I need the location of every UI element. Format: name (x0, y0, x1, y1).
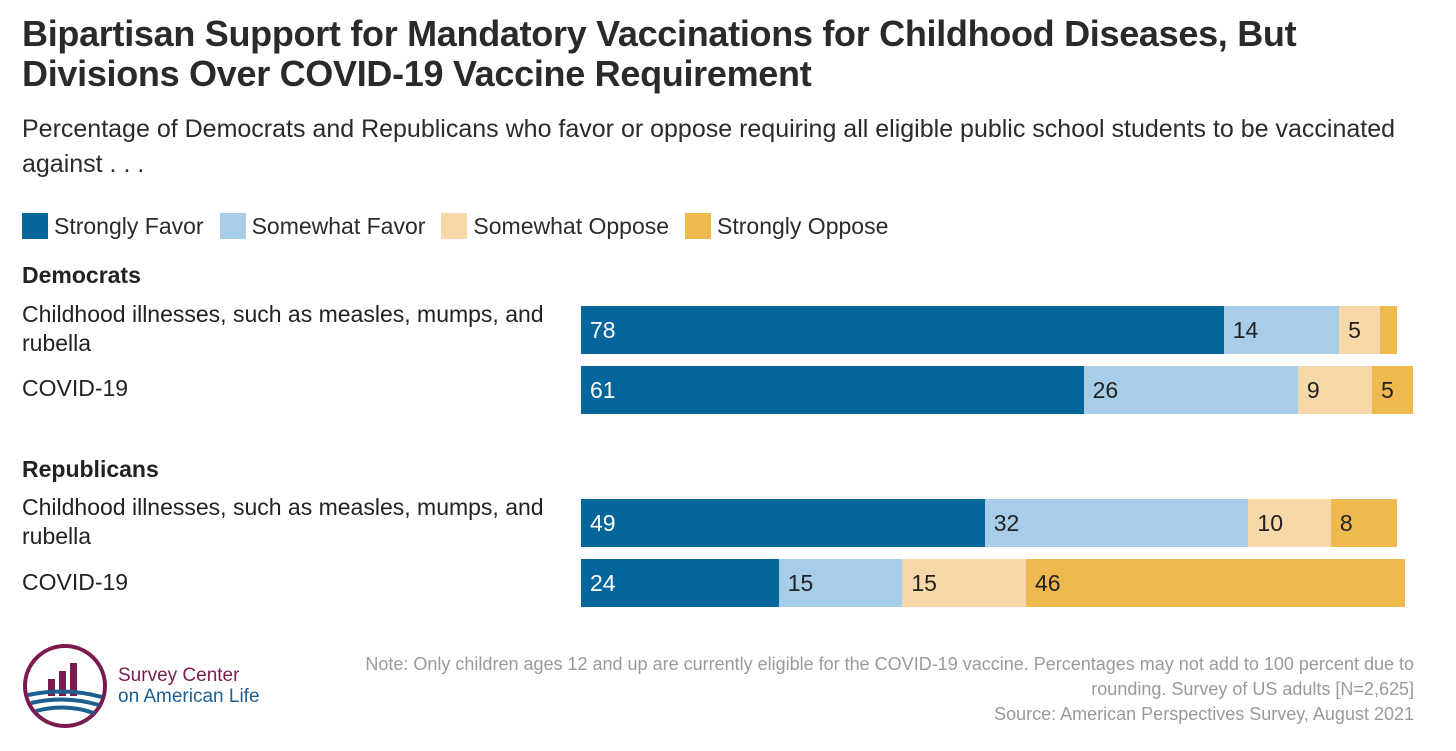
legend: Strongly Favor Somewhat Favor Somewhat O… (22, 210, 904, 242)
bar-row-democrats-childhood: 78 14 5 (581, 306, 1397, 354)
row-label: COVID-19 (22, 569, 129, 595)
row-label: Childhood illnesses, such as measles, mu… (22, 494, 544, 549)
bar-segment-strongly-oppose: 5 (1372, 366, 1414, 414)
legend-label: Somewhat Oppose (473, 212, 670, 239)
bar-segment-somewhat-favor: 14 (1223, 306, 1340, 354)
legend-swatch-strongly-favor (22, 213, 48, 239)
legend-swatch-strongly-oppose (685, 213, 712, 239)
bar-segment-strongly-favor: 61 (581, 366, 1084, 414)
bar-segment-somewhat-oppose: 15 (902, 559, 1026, 607)
logo-mark-icon (23, 644, 107, 728)
bar-row-republicans-childhood: 49 32 10 8 (581, 499, 1397, 547)
bar-row-democrats-covid: 61 26 9 5 (581, 366, 1414, 414)
footnote: Note: Only children ages 12 and up are c… (294, 652, 1414, 727)
row-label: Childhood illnesses, such as measles, mu… (22, 301, 544, 356)
chart-title: Bipartisan Support for Mandatory Vaccina… (22, 13, 1297, 94)
chart-subtitle: Percentage of Democrats and Republicans … (22, 115, 1396, 178)
bar-segment-somewhat-oppose: 5 (1339, 306, 1381, 354)
bar-segment-somewhat-favor: 32 (984, 499, 1249, 547)
bar-segment-strongly-favor: 49 (581, 499, 985, 547)
legend-item-somewhat-favor: Somewhat Favor (219, 212, 426, 240)
footnote-line: rounding. Survey of US adults [N=2,625] (1091, 679, 1414, 699)
bar-segment-somewhat-favor: 26 (1083, 366, 1298, 414)
bar-segment-strongly-favor: 24 (581, 559, 779, 607)
legend-swatch-somewhat-favor (219, 213, 246, 239)
logo-text-line2: on American Life (118, 686, 260, 707)
bar-segment-strongly-oppose (1380, 306, 1397, 354)
legend-item-strongly-favor: Strongly Favor (22, 213, 204, 240)
bar-segment-strongly-oppose: 8 (1330, 499, 1397, 547)
bar-segment-somewhat-oppose: 10 (1248, 499, 1331, 547)
legend-label: Strongly Favor (54, 212, 204, 239)
legend-item-strongly-oppose: Strongly Oppose (685, 213, 888, 240)
bar-segment-somewhat-favor: 15 (778, 559, 903, 607)
source-line: Source: American Perspectives Survey, Au… (994, 704, 1414, 724)
bar-segment-somewhat-oppose: 9 (1297, 366, 1373, 414)
legend-label: Strongly Oppose (717, 212, 889, 239)
logo-text-line1: Survey Center (118, 665, 240, 686)
row-label: COVID-19 (22, 375, 129, 401)
bar-row-republicans-covid: 24 15 15 46 (581, 559, 1405, 607)
bar-segment-strongly-oppose: 46 (1025, 559, 1405, 607)
logo: Survey Center on American Life (22, 643, 260, 729)
footnote-line: Note: Only children ages 12 and up are c… (365, 654, 1414, 674)
legend-item-somewhat-oppose: Somewhat Oppose (441, 213, 669, 240)
group-label-republicans: Republicans (22, 456, 159, 482)
bar-segment-strongly-favor: 78 (581, 306, 1224, 354)
legend-swatch-somewhat-oppose (441, 213, 468, 239)
legend-label: Somewhat Favor (251, 212, 426, 239)
group-label-democrats: Democrats (22, 262, 141, 288)
